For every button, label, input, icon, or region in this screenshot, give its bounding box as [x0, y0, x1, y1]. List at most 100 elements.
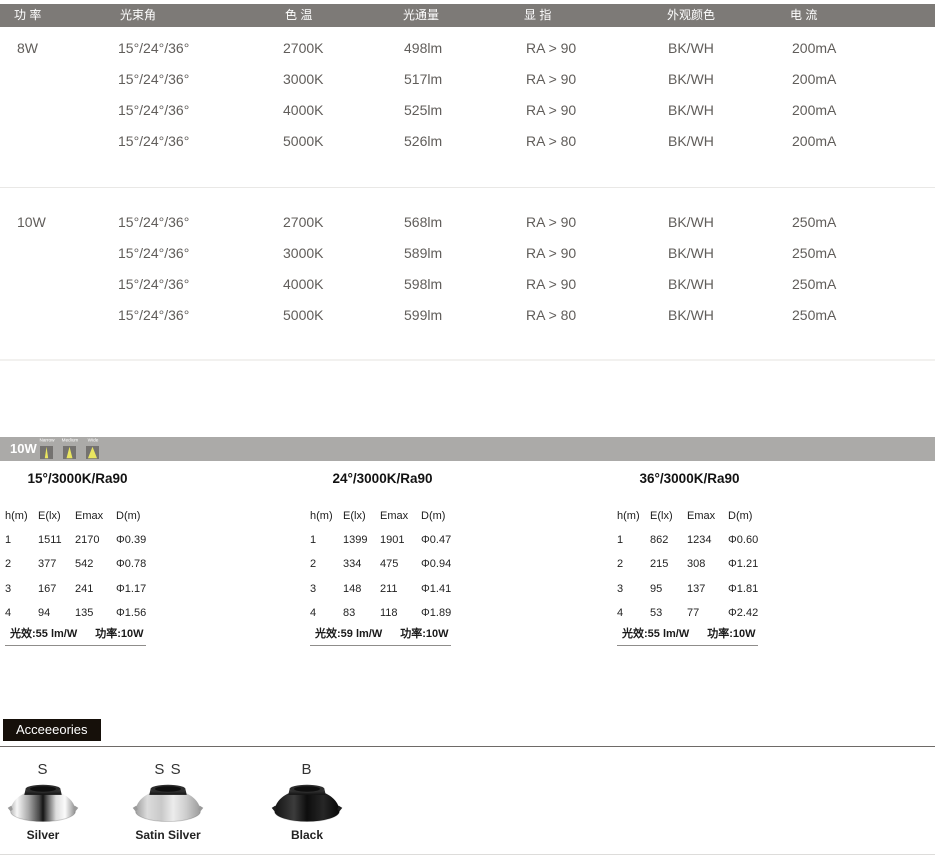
- col-header-finish: 外观颜色: [667, 8, 716, 22]
- spec-row: 10W 15°/24°/36° 2700K 568lm RA > 90 BK/WH 250m…: [0, 207, 935, 238]
- spec-cell-flux: 517lm: [404, 71, 443, 87]
- photometric-col-header: Emax: [380, 510, 409, 522]
- spec-row: 15°/24°/36° 5000K 526lm RA > 80 BK/WH 200mA: [0, 126, 935, 157]
- beam-icon-label: Medium: [61, 437, 79, 443]
- accessories-title-box: Acceeeories: [3, 719, 101, 741]
- photometric-cell: 137: [687, 582, 706, 595]
- photometric-cell: Φ2.42: [728, 606, 759, 619]
- spec-cell-cct: 5000K: [283, 307, 324, 323]
- spec-cell-cct: 3000K: [283, 71, 324, 87]
- photometric-col-header: D(m): [728, 510, 753, 522]
- spec-cell-flux: 598lm: [404, 276, 443, 292]
- photometric-cell: 542: [75, 558, 94, 571]
- photometric-table-grid: h(m) E(lx) Emax D(m) 1 862 1234 Φ0.60 2 215 308 Φ1.…: [617, 504, 767, 625]
- photometric-cell: Φ1.41: [421, 582, 452, 595]
- photometric-cell: 53: [650, 606, 663, 619]
- photometric-col-header: h(m): [5, 510, 28, 522]
- col-header-flux: 光通量: [403, 8, 440, 22]
- efficacy-value: 光效:59 lm/W: [315, 627, 383, 640]
- spec-table-header: 功 率 光束角 色 温 光通量 显 指 外观颜色 电 流: [0, 4, 935, 27]
- spec-cell-beam-angle: 15°/24°/36°: [118, 214, 190, 230]
- col-header-power: 功 率: [14, 8, 42, 22]
- photometric-table: 15°/3000K/Ra90 h(m) E(lx) Emax D(m) 1 1511 2170…: [5, 470, 155, 646]
- spec-row: 15°/24°/36° 4000K 525lm RA > 90 BK/WH 200mA: [0, 95, 935, 126]
- spec-cell-cri: RA > 80: [526, 307, 577, 323]
- photometric-cell: 3: [310, 582, 317, 595]
- photometric-col-header: Emax: [687, 510, 716, 522]
- photometric-cell: Φ0.39: [116, 534, 147, 547]
- photometric-cell: 211: [380, 582, 398, 595]
- spec-cell-flux: 526lm: [404, 133, 443, 149]
- accessory-code: B: [301, 761, 313, 778]
- photometric-col-header: E(lx): [343, 510, 366, 522]
- spec-cell-cri: RA > 90: [526, 214, 577, 230]
- photometric-cell: Φ1.56: [116, 606, 147, 619]
- accessory-item-black: B Black: [252, 760, 362, 842]
- power-value: 功率:10W: [95, 627, 144, 640]
- photometric-cell: 1399: [343, 534, 368, 547]
- spec-cell-current: 250mA: [792, 245, 837, 261]
- photometric-cell: 1901: [380, 534, 405, 547]
- spec-table-bottom-divider: [0, 359, 935, 361]
- spec-cell-beam-angle: 15°/24°/36°: [118, 71, 190, 87]
- photometric-cell: 2: [5, 558, 12, 571]
- photometric-cell: 4: [5, 606, 12, 619]
- reflector-ring-image-black: [271, 784, 343, 822]
- spec-cell-finish: BK/WH: [668, 307, 714, 323]
- photometric-col-header: h(m): [310, 510, 333, 522]
- photometric-cell: 4: [310, 606, 317, 619]
- beam-cone-triangle: [44, 446, 49, 459]
- photometric-cell: 377: [38, 558, 57, 571]
- accessory-label: Black: [290, 828, 324, 842]
- beam-angle-icons: Narrow Medium Wide: [39, 437, 109, 460]
- spec-cell-flux: 599lm: [404, 307, 443, 323]
- beam-icon-label: Narrow: [39, 437, 55, 443]
- accessory-label: Satin Silver: [135, 828, 201, 842]
- beam-cone-triangle: [66, 446, 73, 459]
- photometric-cell: Φ0.78: [116, 558, 147, 571]
- spec-cell-current: 250mA: [792, 307, 837, 323]
- photometric-cell: 148: [343, 582, 362, 595]
- beam-icon-label: Wide: [87, 437, 99, 443]
- accessories-title: Acceeeories: [16, 722, 88, 737]
- spec-row: 8W 15°/24°/36° 2700K 498lm RA > 90 BK/WH 200mA: [0, 33, 935, 64]
- photometric-col-header: Emax: [75, 510, 104, 522]
- photometric-cell: Φ1.81: [728, 582, 759, 595]
- photometric-cell: 2: [617, 558, 624, 571]
- efficacy-value: 光效:55 lm/W: [10, 627, 78, 640]
- photometric-cell: Φ1.17: [116, 582, 147, 595]
- spec-cell-cct: 2700K: [283, 214, 324, 230]
- spec-cell-cct: 2700K: [283, 40, 324, 56]
- spec-row: 15°/24°/36° 3000K 589lm RA > 90 BK/WH 250mA: [0, 238, 935, 269]
- accessory-item-satin: S S Satin Silver: [113, 760, 223, 842]
- photometric-table: 36°/3000K/Ra90 h(m) E(lx) Emax D(m) 1 862 1234 Φ…: [617, 470, 767, 646]
- spec-cell-current: 200mA: [792, 40, 837, 56]
- reflector-ring-image-silver: [7, 784, 79, 822]
- spec-cell-current: 200mA: [792, 133, 837, 149]
- photometric-cell: Φ0.60: [728, 534, 759, 547]
- accessory-label: Silver: [26, 828, 60, 842]
- power-value: 功率:10W: [707, 627, 756, 640]
- photometric-cell: 2: [310, 558, 317, 571]
- spec-cell-cri: RA > 90: [526, 245, 577, 261]
- photometric-table-title: 24°/3000K/Ra90: [332, 471, 433, 486]
- spec-cell-beam-angle: 15°/24°/36°: [118, 102, 190, 118]
- beam-icon-wide: Wide: [86, 438, 100, 460]
- photometric-cell: 1: [310, 534, 317, 547]
- spec-cell-cri: RA > 80: [526, 133, 577, 149]
- photometric-cell: 77: [687, 606, 700, 619]
- photometric-cell: 1: [5, 534, 12, 547]
- photometric-table-grid: h(m) E(lx) Emax D(m) 1 1399 1901 Φ0.47 2 334 475 Φ0…: [310, 504, 460, 625]
- spec-cell-beam-angle: 15°/24°/36°: [118, 307, 190, 323]
- photometric-col-header: D(m): [421, 510, 446, 522]
- accessory-code: S: [37, 761, 49, 778]
- spec-cell-cri: RA > 90: [526, 71, 577, 87]
- photometric-cell: Φ0.47: [421, 534, 452, 547]
- photometric-cell: 94: [38, 606, 51, 619]
- beam-cone-icon: [86, 446, 99, 459]
- spec-cell-cct: 4000K: [283, 276, 324, 292]
- photometric-cell: 118: [380, 606, 398, 619]
- photometric-cell: 3: [617, 582, 624, 595]
- beam-icon-narrow: Narrow: [39, 438, 55, 460]
